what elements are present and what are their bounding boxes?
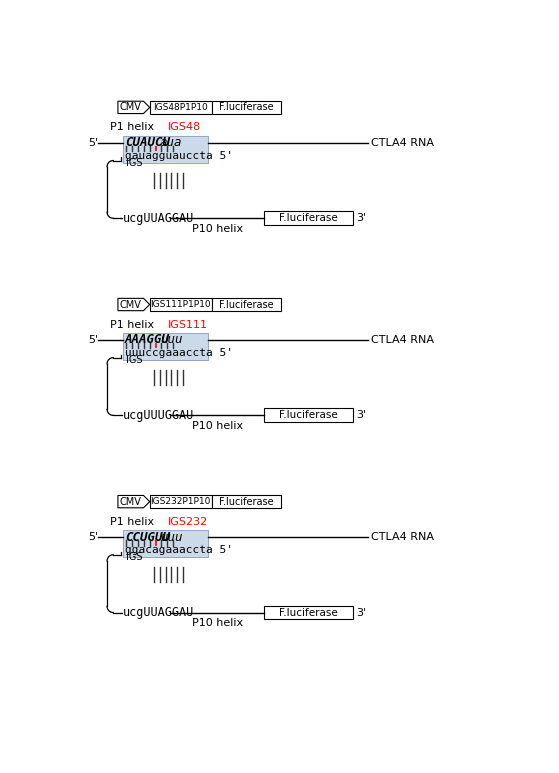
Text: gauagguauccta 5': gauagguauccta 5' (125, 151, 233, 161)
Text: CTLA4 RNA: CTLA4 RNA (371, 532, 434, 542)
Text: IGS111P1P10: IGS111P1P10 (150, 300, 211, 309)
FancyBboxPatch shape (212, 298, 281, 311)
Text: CMV: CMV (120, 102, 141, 112)
Text: 5': 5' (88, 532, 98, 542)
Text: IGS111: IGS111 (168, 319, 207, 329)
Text: F.luciferase: F.luciferase (279, 410, 338, 421)
Text: F.luciferase: F.luciferase (219, 299, 274, 309)
Text: ucgUUAGGAU: ucgUUAGGAU (122, 212, 194, 225)
FancyBboxPatch shape (264, 211, 353, 225)
Text: F.luciferase: F.luciferase (279, 608, 338, 618)
Text: CTLA4 RNA: CTLA4 RNA (371, 335, 434, 345)
Text: IGS48P1P10: IGS48P1P10 (153, 103, 208, 112)
Text: IGS: IGS (126, 158, 142, 168)
FancyBboxPatch shape (212, 495, 281, 508)
FancyBboxPatch shape (150, 101, 212, 114)
FancyBboxPatch shape (264, 408, 353, 422)
Text: 5': 5' (88, 138, 98, 148)
Text: ucgUUUGGAU: ucgUUUGGAU (122, 409, 194, 422)
Text: CMV: CMV (120, 299, 141, 309)
Text: IGS232P1P10: IGS232P1P10 (150, 497, 211, 506)
FancyBboxPatch shape (122, 136, 208, 163)
Text: 3': 3' (357, 213, 367, 223)
Text: P10 helix: P10 helix (192, 421, 243, 431)
Polygon shape (118, 495, 150, 508)
Text: F.luciferase: F.luciferase (219, 496, 274, 506)
Text: AAAGGU: AAAGGU (125, 333, 170, 346)
Text: P1 helix: P1 helix (110, 122, 154, 132)
Text: IGS48: IGS48 (168, 122, 201, 132)
Text: IGS232: IGS232 (168, 516, 208, 526)
FancyBboxPatch shape (122, 333, 208, 360)
Text: aua: aua (160, 136, 182, 149)
Text: P10 helix: P10 helix (192, 618, 243, 628)
FancyBboxPatch shape (264, 605, 353, 619)
Text: 3': 3' (357, 410, 367, 421)
Text: CMV: CMV (120, 496, 141, 506)
Text: 5': 5' (88, 335, 98, 345)
Text: CUAUCU: CUAUCU (125, 136, 170, 149)
FancyBboxPatch shape (150, 495, 212, 508)
Text: CCUGUU: CCUGUU (125, 530, 170, 543)
Text: F.luciferase: F.luciferase (219, 102, 274, 112)
Text: IGS: IGS (126, 552, 142, 562)
Text: P1 helix: P1 helix (110, 516, 154, 526)
Text: CTLA4 RNA: CTLA4 RNA (371, 138, 434, 148)
Text: F.luciferase: F.luciferase (279, 213, 338, 223)
Text: IGS: IGS (126, 355, 142, 365)
Text: P10 helix: P10 helix (192, 224, 243, 234)
Text: ucgUUAGGAU: ucgUUAGGAU (122, 606, 194, 619)
Polygon shape (118, 298, 150, 311)
Text: uuu: uuu (160, 530, 182, 543)
Text: 3': 3' (357, 608, 367, 618)
FancyBboxPatch shape (212, 101, 281, 114)
Polygon shape (118, 101, 150, 114)
FancyBboxPatch shape (150, 298, 212, 311)
FancyBboxPatch shape (122, 530, 208, 557)
Text: uuu: uuu (160, 333, 182, 346)
Text: uuuccgaaaccta 5': uuuccgaaaccta 5' (125, 348, 233, 358)
Text: ggacagaaaccta 5': ggacagaaaccta 5' (125, 545, 233, 555)
Text: P1 helix: P1 helix (110, 319, 154, 329)
